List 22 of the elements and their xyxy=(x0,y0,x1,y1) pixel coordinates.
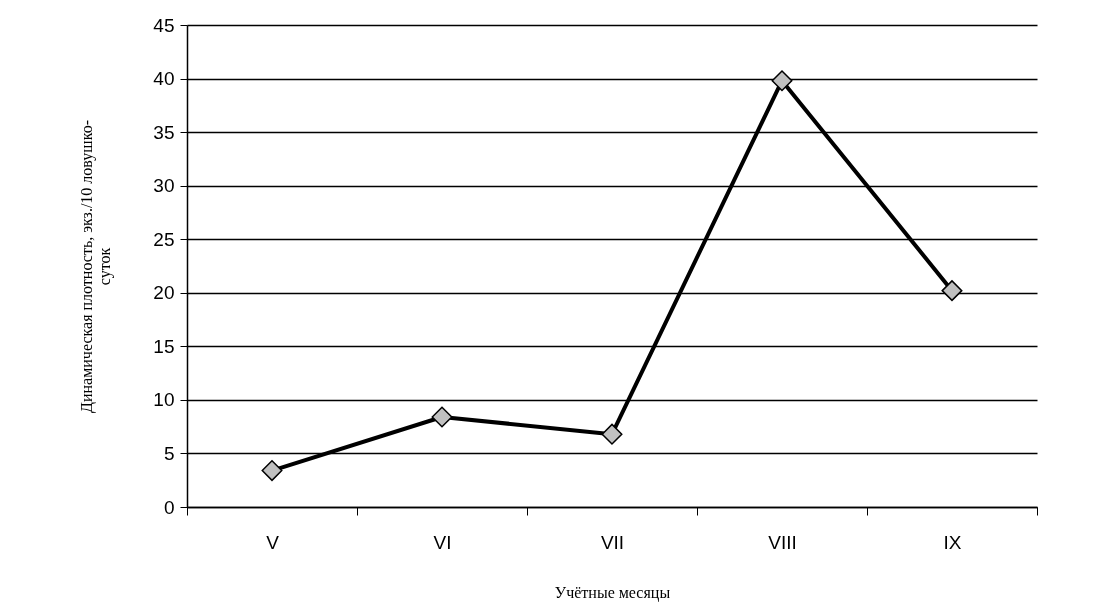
y-axis-title: Динамическая плотность, экз./10 ловушко-суток xyxy=(78,120,115,413)
y-tick-label: 0 xyxy=(163,496,175,518)
x-tick-label: IX xyxy=(943,531,962,553)
y-tick-label: 45 xyxy=(153,14,175,36)
y-tick-label: 35 xyxy=(153,121,175,143)
x-tick-label: V xyxy=(266,531,280,553)
y-tick-label: 15 xyxy=(153,335,175,357)
point xyxy=(261,460,283,482)
x-tick-label: VII xyxy=(600,531,625,553)
point xyxy=(941,280,963,302)
x-axis-title: Учётные месяцы xyxy=(554,583,671,602)
y-tick-label: 30 xyxy=(153,175,175,197)
y-tick-label: 10 xyxy=(153,389,175,411)
point xyxy=(771,70,793,92)
y-tick-label: 40 xyxy=(153,68,175,90)
y-tick-label: 20 xyxy=(153,282,175,304)
x-tick-label: VI xyxy=(433,531,452,553)
point xyxy=(601,423,623,445)
y-tick-label: 5 xyxy=(163,442,175,464)
y-tick-label: 25 xyxy=(153,228,175,250)
x-tick-label: VIII xyxy=(768,531,797,553)
point xyxy=(431,406,453,428)
